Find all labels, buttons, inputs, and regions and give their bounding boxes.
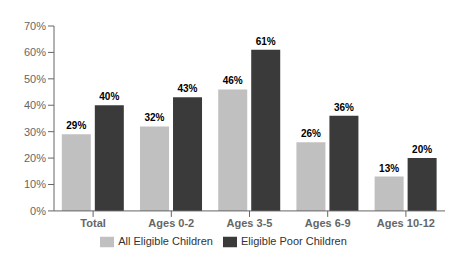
svg-text:Total: Total (80, 217, 105, 229)
svg-text:29%: 29% (66, 120, 86, 131)
html-text:Eligible Poor Children: Eligible Poor Children (241, 234, 347, 247)
svg-text:Ages 0-2: Ages 0-2 (148, 217, 194, 229)
svg-text:30%: 30% (24, 126, 46, 138)
svg-text:36%: 36% (334, 102, 354, 113)
svg-text:Ages 10-12: Ages 10-12 (377, 217, 435, 229)
svg-text:Ages 3-5: Ages 3-5 (227, 217, 273, 229)
svg-text:60%: 60% (24, 46, 46, 58)
svg-text:46%: 46% (223, 75, 243, 86)
svg-text:13%: 13% (379, 163, 399, 174)
svg-text:40%: 40% (99, 91, 119, 102)
svg-text:20%: 20% (24, 152, 46, 164)
svg-text:26%: 26% (301, 128, 321, 139)
svg-text:Ages 6-9: Ages 6-9 (305, 217, 351, 229)
svg-text:70%: 70% (24, 20, 46, 32)
svg-text:61%: 61% (256, 36, 276, 47)
svg-text:32%: 32% (145, 112, 165, 123)
svg-text:20%: 20% (412, 144, 432, 155)
svg-text:40%: 40% (24, 99, 46, 111)
svg-text:50%: 50% (24, 73, 46, 85)
svg-text:43%: 43% (178, 83, 198, 94)
svg-text:0%: 0% (30, 205, 46, 217)
html-text:All Eligible Children: All Eligible Children (118, 234, 213, 247)
svg-text:10%: 10% (24, 178, 46, 190)
